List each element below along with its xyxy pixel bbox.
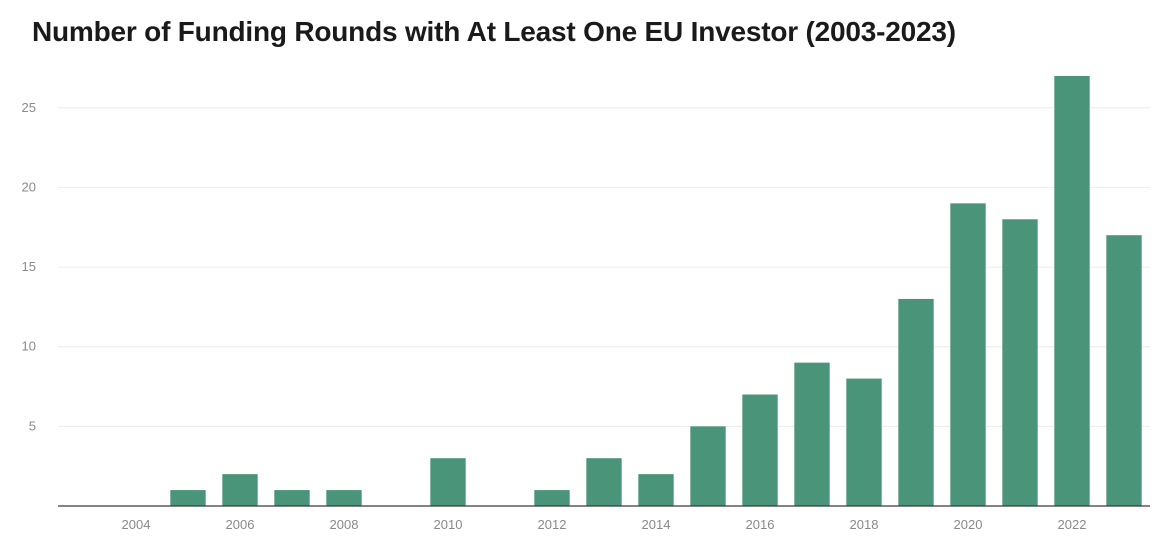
x-tick-label: 2022 (1058, 517, 1087, 532)
x-tick-label: 2004 (122, 517, 151, 532)
x-tick-label: 2012 (538, 517, 567, 532)
y-tick-label: 10 (22, 339, 36, 354)
bars (170, 75, 1142, 507)
x-tick-label: 2020 (954, 517, 983, 532)
x-tick-label: 2014 (642, 517, 671, 532)
y-tick-label: 20 (22, 179, 36, 194)
bar-2021 (1002, 219, 1038, 507)
x-tick-label: 2010 (434, 517, 463, 532)
chart-title: Number of Funding Rounds with At Least O… (32, 16, 956, 47)
y-tick-label: 25 (22, 100, 36, 115)
x-tick-label: 2008 (330, 517, 359, 532)
bar-2016 (742, 394, 778, 506)
bar-2012 (534, 490, 570, 506)
y-tick-label: 5 (29, 418, 36, 433)
x-tick-label: 2016 (746, 517, 775, 532)
grid-lines (58, 107, 1150, 427)
bar-2005 (170, 490, 206, 506)
bar-2017 (794, 362, 830, 506)
bar-2019 (898, 298, 934, 506)
bar-2022 (1054, 75, 1090, 506)
bar-2013 (586, 458, 622, 506)
bar-2020 (950, 203, 986, 506)
bar-2014 (638, 474, 674, 506)
bar-2010 (430, 458, 466, 506)
bar-2007 (274, 490, 310, 506)
y-tick-labels: 5 10 15 20 25 (22, 100, 36, 434)
bar-2015 (690, 426, 726, 506)
x-tick-label: 2006 (226, 517, 255, 532)
bar-2006 (222, 474, 258, 506)
y-tick-label: 15 (22, 259, 36, 274)
bar-2018 (846, 378, 882, 506)
bar-2023 (1106, 235, 1142, 506)
bar-2008 (326, 490, 362, 506)
x-tick-label: 2018 (850, 517, 879, 532)
x-tick-labels: 2004 2006 2008 2010 2012 2014 2016 2018 2020 2022 (122, 517, 1087, 532)
